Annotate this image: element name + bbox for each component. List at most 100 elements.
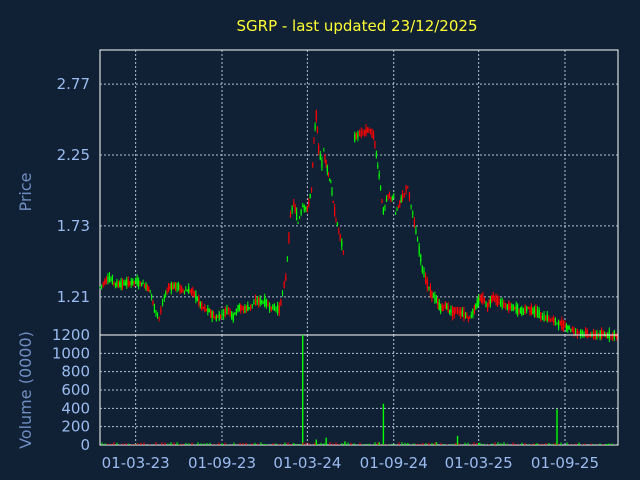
price-candle-body	[259, 297, 261, 305]
price-candle-body	[120, 280, 122, 288]
price-candle-body	[123, 281, 125, 285]
price-candle-body	[170, 283, 172, 291]
price-candle-body	[382, 208, 384, 215]
price-candle-body	[388, 195, 391, 198]
price-candle-body	[561, 320, 563, 330]
price-candle-body	[512, 305, 514, 311]
price-candle-body	[546, 313, 548, 321]
price-candle-body	[585, 330, 587, 337]
volume-y-tick-label: 200	[61, 418, 90, 436]
price-candle-body	[190, 289, 193, 294]
price-candle-body	[492, 294, 494, 298]
price-candle-body	[313, 140, 315, 142]
price-candle-body	[258, 298, 260, 305]
price-candle-body	[309, 193, 311, 198]
x-tick-label: 01-03-25	[445, 454, 513, 472]
price-candle-body	[280, 299, 282, 305]
price-candle-body	[511, 306, 513, 308]
price-candle-body	[153, 304, 156, 313]
price-candle-body	[374, 141, 376, 148]
price-candle-body	[135, 279, 137, 283]
price-candle-body	[283, 281, 285, 288]
chart-title: SGRP - last updated 23/12/2025	[237, 17, 478, 35]
price-candle-body	[152, 300, 154, 304]
price-candle-body	[485, 301, 487, 308]
price-candle-body	[334, 207, 336, 217]
price-candle-body	[207, 307, 209, 312]
price-candle-body	[529, 306, 531, 313]
price-candle-body	[418, 245, 420, 255]
price-candle-body	[524, 305, 526, 314]
price-candle-body	[302, 205, 304, 207]
price-candle-body	[339, 234, 341, 239]
price-candle-body	[557, 321, 560, 328]
price-candle-body	[161, 302, 164, 305]
price-candle-body	[196, 297, 198, 301]
price-candle-body	[242, 307, 245, 311]
price-candle-body	[244, 305, 246, 313]
price-candle-body	[499, 301, 502, 304]
price-candle-body	[295, 211, 298, 221]
price-candle-body	[506, 304, 508, 310]
price-candle-body	[218, 312, 220, 321]
price-candle-body	[472, 308, 474, 317]
price-candle-body	[272, 304, 274, 310]
price-candle-body	[238, 305, 240, 310]
price-candle-body	[478, 296, 480, 304]
price-candle-body	[518, 309, 520, 313]
price-candle-body	[146, 284, 148, 292]
price-candle-body	[201, 302, 203, 310]
price-candle-body	[549, 318, 552, 320]
price-candle-body	[245, 306, 247, 310]
price-candle-body	[416, 239, 419, 242]
price-candle-body	[540, 312, 542, 319]
price-candle-body	[336, 222, 339, 226]
price-candle-body	[210, 310, 212, 317]
price-candle-body	[247, 304, 249, 311]
price-candle-body	[335, 219, 337, 221]
x-tick-label: 01-09-23	[188, 454, 256, 472]
price-candle-body	[599, 330, 601, 338]
price-candle-body	[149, 290, 151, 291]
price-candle-body	[232, 314, 234, 321]
price-candle-body	[391, 196, 393, 201]
price-candle-body	[405, 186, 407, 192]
price-candle-body	[185, 289, 187, 291]
price-candle-body	[467, 317, 469, 320]
price-candle-body	[437, 301, 439, 306]
price-candle-body	[535, 307, 537, 315]
price-candle-body	[133, 281, 135, 283]
price-candle-body	[521, 307, 523, 315]
price-candle-body	[145, 282, 147, 290]
volume-y-tick-label: 600	[61, 381, 90, 399]
price-candle-body	[378, 173, 380, 178]
price-candle-body	[114, 282, 117, 285]
price-candle-body	[318, 145, 320, 152]
price-candle-body	[441, 304, 443, 312]
price-candle-body	[102, 282, 104, 285]
price-candle-body	[482, 294, 484, 303]
price-candle-body	[180, 285, 183, 293]
price-candle-body	[314, 125, 316, 129]
price-candle-body	[267, 303, 269, 307]
price-candle-body	[581, 331, 583, 335]
price-candle-body	[493, 297, 496, 299]
price-candle-body	[428, 287, 430, 289]
x-tick-label: 01-03-24	[273, 454, 341, 472]
price-candle-body	[387, 194, 389, 197]
volume-y-tick-label: 1200	[52, 326, 90, 344]
price-candle-body	[573, 328, 575, 335]
price-candle-body	[275, 306, 277, 311]
price-candle-body	[141, 282, 143, 287]
price-candle-body	[193, 291, 195, 297]
price-candle-body	[357, 133, 359, 139]
price-candle-body	[446, 303, 448, 310]
price-candle-body	[375, 152, 377, 157]
price-candle-body	[358, 132, 361, 136]
price-candle-body	[219, 314, 222, 319]
price-candle-body	[403, 193, 405, 195]
price-candle-body	[593, 330, 595, 338]
price-candle-body	[463, 310, 465, 319]
price-candle-body	[420, 254, 422, 262]
